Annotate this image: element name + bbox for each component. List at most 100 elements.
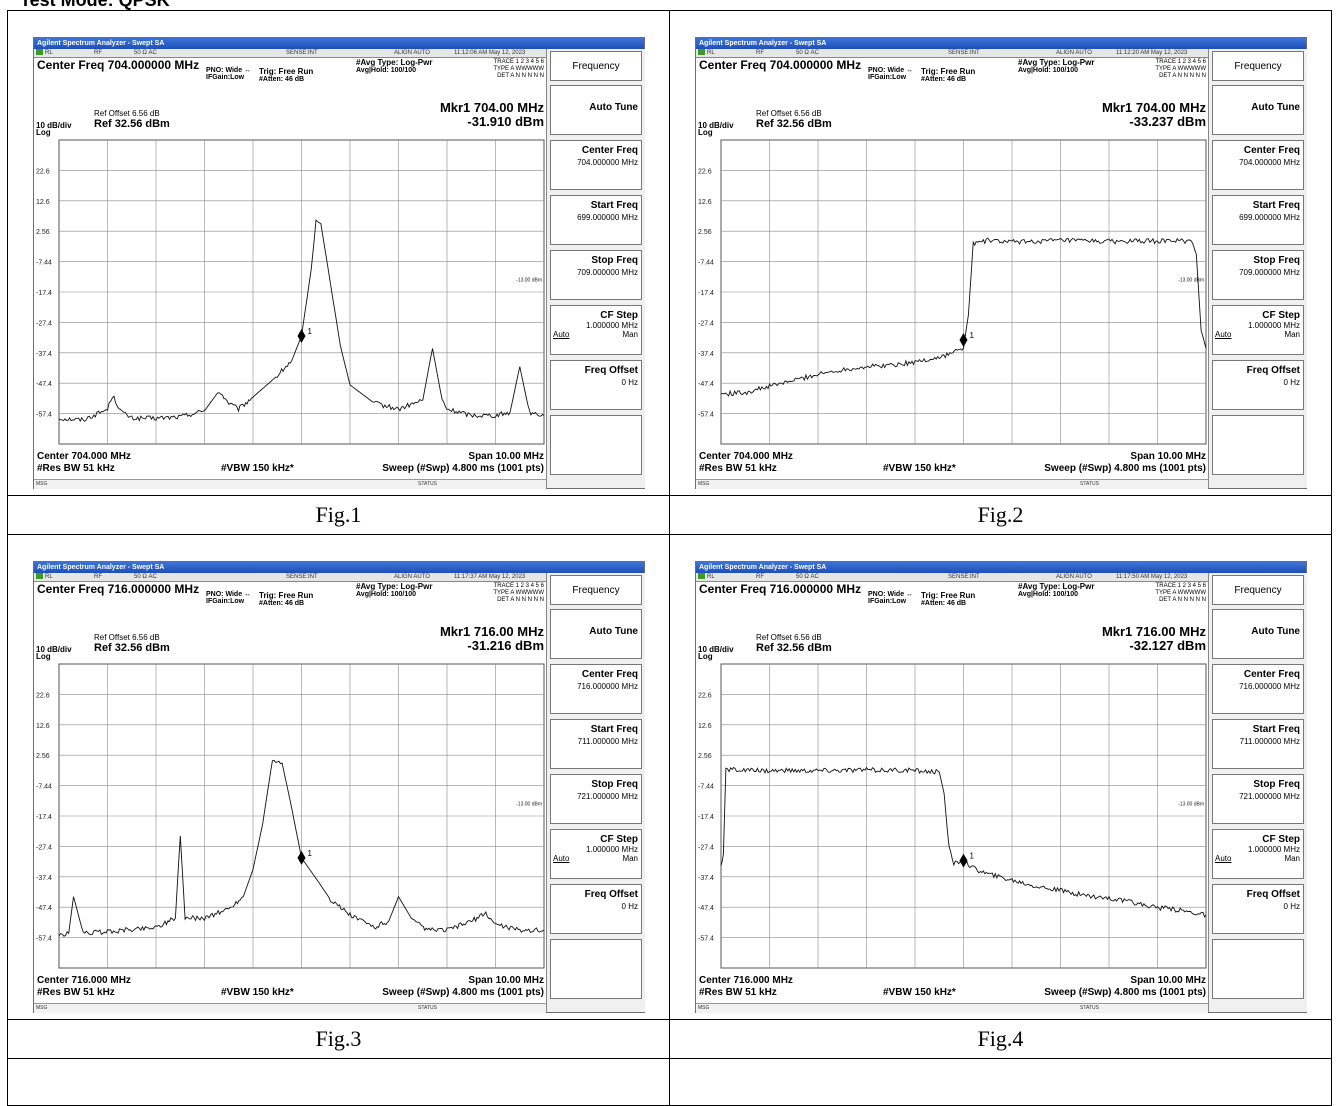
spectrum-analyzer-3: Agilent Spectrum Analyzer - Swept SA RL …	[33, 561, 645, 1013]
start-freq-button[interactable]: Start Freq 711.000000 MHz	[550, 719, 642, 769]
y-tick-label: -57.4	[698, 412, 714, 419]
stop-freq-key-label: Stop Freq	[1253, 255, 1300, 266]
freq-offset-button[interactable]: Freq Offset 0 Hz	[1212, 884, 1304, 934]
cf-step-man: Man	[1284, 330, 1300, 339]
cf-step-button[interactable]: CF Step 1.000000 MHz Auto Man	[550, 829, 642, 879]
auto-tune-button[interactable]: Auto Tune	[1212, 85, 1304, 135]
cf-step-key-label: CF Step	[600, 310, 638, 321]
impedance-label: 50 Ω AC	[796, 574, 819, 580]
center-freq-button[interactable]: Center Freq 716.000000 MHz	[1212, 664, 1304, 714]
marker-freq-readout: Mkr1 716.00 MHz	[439, 624, 544, 639]
vbw-label: #VBW 150 kHz*	[883, 463, 956, 474]
center-freq-label: Center 716.000 MHz	[37, 975, 131, 986]
center-freq-key-label: Center Freq	[581, 669, 638, 680]
stop-freq-button[interactable]: Stop Freq 709.000000 MHz	[550, 250, 642, 300]
app-title-bar: Agilent Spectrum Analyzer - Swept SA	[696, 38, 1306, 49]
center-freq-button[interactable]: Center Freq 704.000000 MHz	[1212, 140, 1304, 190]
y-tick-label: 2.56	[698, 229, 712, 236]
trace-status: TRACE 1 2 3 4 5 6 TYPE A WWWWW DET A N N…	[474, 583, 544, 604]
cf-step-button[interactable]: CF Step 1.000000 MHz Auto Man	[550, 305, 642, 355]
sense-label: SENSE:INT	[286, 50, 318, 56]
ifgain-label: IFGain:Low	[868, 74, 907, 81]
impedance-label: 50 Ω AC	[796, 50, 819, 56]
y-tick-label: 2.56	[698, 753, 712, 760]
center-freq-header: Center Freq 704.000000 MHz	[37, 58, 200, 72]
atten-label: #Atten: 46 dB	[259, 600, 305, 607]
cf-step-auto: Auto	[1215, 854, 1232, 863]
pno-label: PNO: Wide ↔	[206, 67, 252, 74]
cf-step-button[interactable]: CF Step 1.000000 MHz Auto Man	[1212, 829, 1304, 879]
start-freq-value: 711.000000 MHz	[1239, 737, 1300, 746]
avg-type-label: #Avg Type: Log-Pwr	[356, 58, 433, 67]
marker-number-label: 1	[308, 327, 313, 336]
y-tick-label: -27.4	[698, 844, 714, 851]
start-freq-button[interactable]: Start Freq 699.000000 MHz	[550, 195, 642, 245]
stop-freq-button[interactable]: Stop Freq 721.000000 MHz	[550, 774, 642, 824]
freq-offset-button[interactable]: Freq Offset 0 Hz	[550, 360, 642, 410]
center-freq-value: 704.000000 MHz	[1239, 158, 1300, 167]
type-line: TYPE A WWWWW	[493, 66, 544, 72]
impedance-label: 50 Ω AC	[134, 50, 157, 56]
status-toolbar: RL RF 50 Ω AC SENSE:INT ALIGN AUTO 11:17…	[696, 573, 1208, 582]
y-tick-label: 12.6	[36, 199, 50, 206]
det-line: DET A N N N N N	[497, 597, 544, 603]
marker-number-label: 1	[970, 852, 975, 861]
menu-frequency-title: Frequency	[550, 575, 642, 605]
auto-tune-label: Auto Tune	[589, 626, 638, 637]
res-bw-label: #Res BW 51 kHz	[37, 987, 115, 998]
cf-step-key-label: CF Step	[600, 834, 638, 845]
timestamp: 11:12:06 AM May 12, 2023	[454, 50, 526, 56]
cf-step-value: 1.000000 MHz	[585, 321, 638, 330]
y-tick-label: -7.44	[36, 784, 52, 791]
auto-tune-button[interactable]: Auto Tune	[550, 609, 642, 659]
res-bw-label: #Res BW 51 kHz	[699, 463, 777, 474]
rl-indicator-icon	[698, 573, 705, 579]
span-label: Span 10.00 MHz	[1130, 975, 1206, 986]
freq-offset-button[interactable]: Freq Offset 0 Hz	[1212, 360, 1304, 410]
avg-type-label: #Avg Type: Log-Pwr	[1018, 58, 1095, 67]
stop-freq-key-label: Stop Freq	[591, 255, 638, 266]
freq-offset-button[interactable]: Freq Offset 0 Hz	[550, 884, 642, 934]
y-tick-label: -37.4	[698, 351, 714, 358]
freq-offset-key-label: Freq Offset	[584, 365, 638, 376]
trace-line: TRACE 1 2 3 4 5 6	[493, 59, 544, 65]
trace-status: TRACE 1 2 3 4 5 6 TYPE A WWWWW DET A N N…	[474, 59, 544, 80]
cf-step-auto: Auto	[1215, 330, 1232, 339]
figure-cell-2: Agilent Spectrum Analyzer - Swept SA RL …	[669, 10, 1332, 496]
cf-step-button[interactable]: CF Step 1.000000 MHz Auto Man	[1212, 305, 1304, 355]
pno-label: PNO: Wide ↔	[868, 591, 914, 598]
rl-label: RL	[707, 50, 715, 56]
start-freq-key-label: Start Freq	[590, 724, 638, 735]
marker-level-readout: -32.127 dBm	[1129, 638, 1206, 653]
empty-softkey	[550, 939, 642, 999]
start-freq-button[interactable]: Start Freq 711.000000 MHz	[1212, 719, 1304, 769]
y-tick-label: 2.56	[36, 753, 50, 760]
softkey-panel: Frequency Auto Tune Center Freq 704.0000…	[1208, 49, 1307, 488]
align-label: ALIGN AUTO	[394, 574, 430, 580]
log-label: Log	[698, 652, 713, 661]
span-label: Span 10.00 MHz	[1130, 451, 1206, 462]
center-freq-value: 704.000000 MHz	[577, 158, 638, 167]
ifgain-label: IFGain:Low	[868, 598, 907, 605]
figure-cell-3: Agilent Spectrum Analyzer - Swept SA RL …	[7, 534, 670, 1020]
auto-tune-button[interactable]: Auto Tune	[550, 85, 642, 135]
rl-indicator-icon	[698, 49, 705, 55]
marker-freq-readout: Mkr1 716.00 MHz	[1101, 624, 1206, 639]
status-toolbar: RL RF 50 Ω AC SENSE:INT ALIGN AUTO 11:17…	[34, 573, 546, 582]
center-freq-button[interactable]: Center Freq 704.000000 MHz	[550, 140, 642, 190]
y-tick-label: -57.4	[36, 936, 52, 943]
center-freq-button[interactable]: Center Freq 716.000000 MHz	[550, 664, 642, 714]
start-freq-button[interactable]: Start Freq 699.000000 MHz	[1212, 195, 1304, 245]
ref-level-label: Ref 32.56 dBm	[94, 642, 170, 654]
stop-freq-button[interactable]: Stop Freq 721.000000 MHz	[1212, 774, 1304, 824]
rl-label: RL	[707, 574, 715, 580]
rf-label: RF	[94, 50, 102, 56]
auto-tune-button[interactable]: Auto Tune	[1212, 609, 1304, 659]
span-label: Span 10.00 MHz	[468, 975, 544, 986]
stop-freq-button[interactable]: Stop Freq 709.000000 MHz	[1212, 250, 1304, 300]
ref-level-label: Ref 32.56 dBm	[94, 118, 170, 130]
avg-type-label: #Avg Type: Log-Pwr	[356, 582, 433, 591]
app-title-bar: Agilent Spectrum Analyzer - Swept SA	[696, 562, 1306, 573]
cf-step-key-label: CF Step	[1262, 310, 1300, 321]
y-tick-label: -47.4	[698, 381, 714, 388]
